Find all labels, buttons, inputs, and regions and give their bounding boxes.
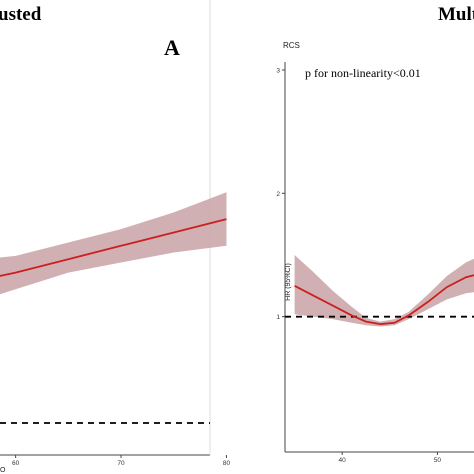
left-x-tick-label: 80	[223, 460, 231, 467]
left-x-tick-label: 60	[12, 460, 20, 467]
right-y-tick-label: 3	[276, 68, 280, 75]
right-y-tick-label: 1	[276, 314, 280, 321]
left-xlabel-fragment: O	[0, 467, 6, 474]
left-hr-line	[0, 218, 227, 277]
left-plot-area: 60 70 80	[0, 192, 230, 467]
right-ci-band	[294, 255, 474, 327]
right-plot-area: 40 50 1 2 3	[276, 68, 474, 464]
right-title: RCS	[283, 41, 300, 50]
left-panel-letter: A	[164, 35, 180, 60]
right-annotation: p for non-linearity<0.01	[305, 66, 421, 80]
right-panel: Mult RCS p for non-linearity<0.01 HR (95…	[276, 4, 474, 464]
right-hr-line	[294, 274, 474, 326]
left-panel: usted A O 60 70 80	[0, 0, 230, 474]
left-x-tick-label: 70	[117, 460, 125, 467]
left-header: usted	[0, 4, 42, 25]
right-ylabel: HR (95%CI)	[285, 263, 292, 301]
left-ci-band	[0, 192, 227, 295]
right-y-tick-label: 2	[276, 191, 280, 198]
right-x-tick-label: 50	[434, 457, 442, 464]
right-header: Mult	[438, 4, 474, 25]
right-x-tick-label: 40	[339, 457, 347, 464]
